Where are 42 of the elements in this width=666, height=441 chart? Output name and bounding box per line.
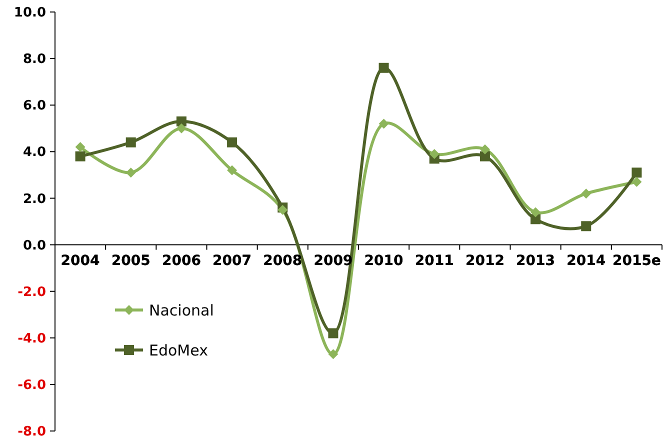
point: [632, 176, 642, 187]
point: [530, 207, 541, 218]
point: [176, 123, 186, 134]
legend-label: Nacional: [149, 301, 214, 320]
point: [126, 168, 136, 178]
y-tick-label: 4.0: [22, 145, 46, 160]
point: [480, 144, 490, 154]
point: [227, 165, 238, 176]
x-tick-label: 2014: [566, 252, 606, 269]
x-tick-label: 2007: [212, 252, 252, 269]
point: [328, 349, 338, 360]
point: [581, 221, 592, 232]
x-tick-label: 2011: [414, 252, 454, 269]
x-tick-label: 2004: [60, 252, 100, 269]
point: [75, 151, 86, 162]
x-tick-label: 2013: [516, 252, 556, 269]
x-tick-label: 2006: [162, 252, 201, 269]
y-tick-label: 8.0: [22, 52, 46, 68]
point: [378, 62, 389, 73]
x-tick-label: 2012: [465, 252, 504, 269]
point: [480, 151, 490, 162]
point: [378, 118, 389, 129]
x-tick-label: 2005: [111, 252, 150, 269]
point: [632, 168, 642, 178]
x-tick-label: 2015e: [612, 252, 661, 269]
y-tick-label: 6.0: [22, 98, 46, 114]
point: [429, 148, 440, 159]
x-tick-label: 2008: [263, 252, 302, 269]
legend-label: EdoMex: [149, 341, 208, 360]
point: [227, 137, 238, 148]
y-tick-label: -6.0: [18, 378, 46, 393]
y-tick-label: -8.0: [18, 424, 46, 440]
point: [126, 137, 136, 148]
y-tick-label: -4.0: [18, 331, 46, 346]
y-tick-label: 2.0: [22, 192, 46, 207]
point: [328, 328, 338, 338]
point: [75, 142, 86, 152]
y-tick-label: 10.0: [14, 6, 46, 21]
point: [581, 188, 592, 199]
y-tick-label: 0.0: [22, 238, 46, 254]
y-tick-label: -2.0: [18, 284, 46, 300]
x-tick-label: 2010: [364, 252, 404, 269]
